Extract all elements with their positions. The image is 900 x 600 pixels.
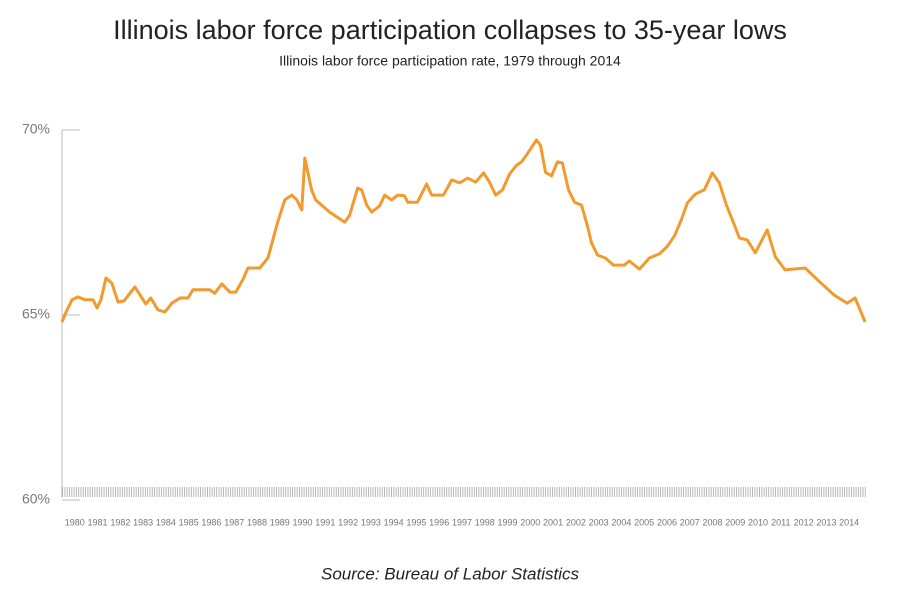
- x-tick-label: 1994: [384, 517, 404, 527]
- x-tick-label: 1996: [429, 517, 449, 527]
- x-tick-label: 1998: [475, 517, 495, 527]
- x-tick-label: 1991: [315, 517, 335, 527]
- x-tick-label: 1985: [179, 517, 199, 527]
- x-tick-label: 1990: [293, 517, 313, 527]
- x-tick-label: 2008: [702, 517, 722, 527]
- y-tick-label: 70%: [22, 121, 50, 137]
- x-tick-label: 2000: [520, 517, 540, 527]
- x-tick-label: 2002: [566, 517, 586, 527]
- y-tick-label: 65%: [22, 306, 50, 322]
- x-tick-label: 1993: [361, 517, 381, 527]
- x-tick-label: 2003: [589, 517, 609, 527]
- x-tick-label: 2010: [748, 517, 768, 527]
- x-tick-label: 2014: [839, 517, 859, 527]
- x-tick-label: 1986: [201, 517, 221, 527]
- x-tick-label: 1981: [88, 517, 108, 527]
- x-tick-label: 1983: [133, 517, 153, 527]
- x-tick-label: 2009: [725, 517, 745, 527]
- x-tick-label: 1995: [406, 517, 426, 527]
- x-tick-label: 1997: [452, 517, 472, 527]
- x-tick-label: 1984: [156, 517, 176, 527]
- x-tick-label: 2007: [680, 517, 700, 527]
- line: [60, 138, 867, 323]
- x-tick-label: 2013: [816, 517, 836, 527]
- x-tick-label: 2001: [543, 517, 563, 527]
- x-tick-label: 1992: [338, 517, 358, 527]
- x-tick-label: 1999: [498, 517, 518, 527]
- chart-title: Illinois labor force participation colla…: [113, 15, 787, 45]
- source: Source: Bureau of Labor Statistics: [321, 564, 579, 583]
- x-tick-label: 1989: [270, 517, 290, 527]
- chart-subtitle: Illinois labor force participation rate,…: [279, 53, 621, 69]
- x-tick-label: 1980: [65, 517, 85, 527]
- x-tick-label: 1982: [110, 517, 130, 527]
- x-axis-ticks: [62, 487, 866, 497]
- x-tick-label: 2004: [611, 517, 631, 527]
- x-tick-label: 1987: [224, 517, 244, 527]
- x-tick-label: 1988: [247, 517, 267, 527]
- y-tick-label: 60%: [22, 491, 50, 507]
- x-tick-label: 2011: [771, 517, 790, 527]
- x-tick-label: 2005: [634, 517, 654, 527]
- x-tick-label: 2012: [794, 517, 814, 527]
- x-tick-label: 2006: [657, 517, 677, 527]
